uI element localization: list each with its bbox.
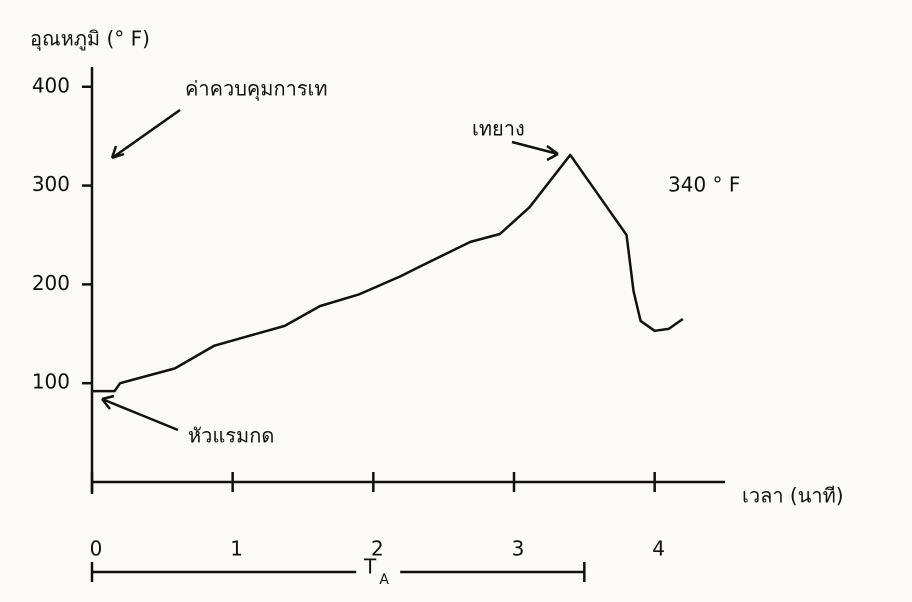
annotation: หัวแรมกด	[188, 424, 274, 448]
y-tick-label: 200	[32, 271, 70, 295]
y-tick-label: 100	[32, 370, 70, 394]
x-tick-label: 4	[652, 537, 665, 561]
span-label: T	[363, 555, 377, 579]
x-tick-label: 1	[230, 537, 243, 561]
data-line	[92, 155, 683, 391]
y-tick-label: 400	[32, 73, 70, 97]
x-axis-label: เวลา (นาที)	[742, 484, 844, 508]
chart-title: อุณหภูมิ (° F)	[30, 27, 150, 52]
chart: อุณหภูมิ (° F) เวลา (นาที) ค่าควบคุมการเ…	[0, 0, 912, 598]
arrows	[102, 110, 558, 430]
annotation: ค่าควบคุมการเท	[185, 77, 328, 102]
y-tick-label: 300	[32, 172, 70, 196]
annotation: เทยาง	[472, 117, 525, 141]
x-tick-label: 3	[512, 537, 525, 561]
span-sub: A	[379, 572, 389, 588]
x-tick-label: 0	[90, 537, 103, 561]
annotation: 340 ° F	[668, 173, 740, 197]
